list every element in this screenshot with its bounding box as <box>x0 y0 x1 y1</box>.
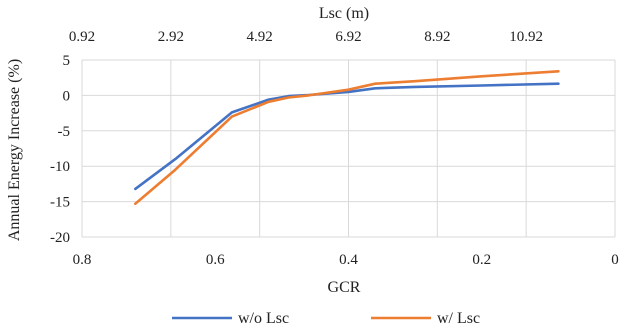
x2-tick-label: 6.92 <box>335 29 361 45</box>
x-tick-label: 0.6 <box>206 252 225 268</box>
top-axis-ticks: 0.92 2.92 4.92 6.92 8.92 10.92 <box>69 29 543 45</box>
y-tick-label: 5 <box>63 53 71 69</box>
y-axis-title: Annual Energy Increase (%) <box>6 59 23 241</box>
legend-label-wo-lsc: w/o Lsc <box>238 310 289 327</box>
series-lines <box>134 70 560 205</box>
series-line-1 <box>134 70 560 205</box>
x-tick-label: 0.4 <box>339 252 358 268</box>
x2-tick-label: 2.92 <box>158 29 184 45</box>
legend: w/o Lsc w/ Lsc <box>172 310 480 327</box>
legend-label-w-lsc: w/ Lsc <box>437 310 480 327</box>
bottom-axis-ticks: 0.8 0.6 0.4 0.2 0 <box>73 252 619 268</box>
x-tick-label: 0.2 <box>472 252 491 268</box>
x-axis-title: GCR <box>328 279 361 296</box>
y-tick-label: -5 <box>58 124 71 140</box>
x2-tick-label: 8.92 <box>424 29 450 45</box>
x-tick-label: 0.8 <box>73 252 92 268</box>
y-tick-label: -20 <box>50 230 70 246</box>
top-axis-title: Lsc (m) <box>319 5 369 22</box>
x2-tick-label: 10.92 <box>509 29 543 45</box>
gridlines <box>81 59 616 238</box>
x2-tick-label: 0.92 <box>69 29 95 45</box>
y-tick-label: 0 <box>63 88 71 104</box>
series-line-0 <box>134 82 560 191</box>
x-tick-label: 0 <box>611 252 619 268</box>
x2-tick-label: 4.92 <box>247 29 273 45</box>
y-axis-ticks: 5 0 -5 -10 -15 -20 <box>50 53 70 246</box>
y-tick-label: -10 <box>50 159 70 175</box>
y-tick-label: -15 <box>50 195 70 211</box>
